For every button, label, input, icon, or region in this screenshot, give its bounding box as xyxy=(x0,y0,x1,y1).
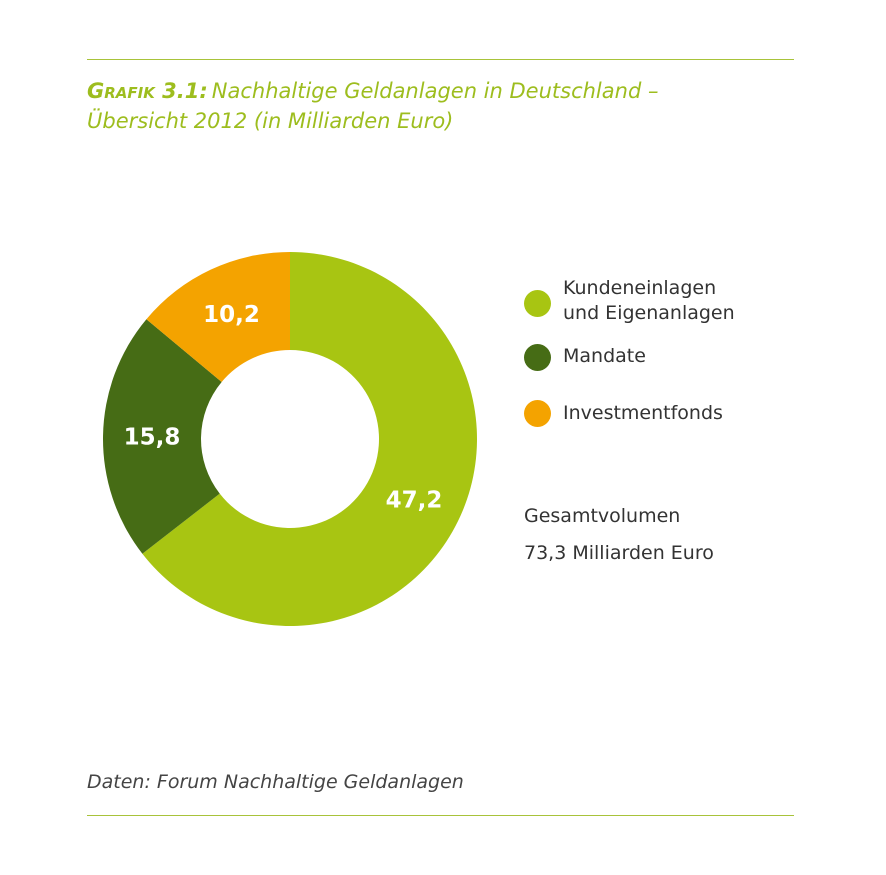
donut-slice-investmentfonds xyxy=(146,252,290,382)
total-volume-value: 73,3 Milliarden Euro xyxy=(524,542,714,564)
chart-title: Grafik 3.1: Nachhaltige Geldanlagen in De… xyxy=(87,76,787,136)
donut-slice-mandate xyxy=(103,319,222,554)
legend-swatch xyxy=(524,290,551,317)
legend-swatch xyxy=(524,400,551,427)
legend-label: Mandate xyxy=(563,345,646,367)
bottom-rule xyxy=(87,815,794,816)
source-note: Daten: Forum Nachhaltige Geldanlagen xyxy=(87,771,464,793)
title-line-2: Übersicht 2012 (in Milliarden Euro) xyxy=(87,109,454,133)
legend-swatch xyxy=(524,344,551,371)
top-rule xyxy=(87,59,794,60)
donut-value-label-investmentfonds: 10,2 xyxy=(203,302,260,328)
legend-label: Kundeneinlagen und Eigenanlagen xyxy=(563,277,735,324)
donut-value-label-mandate: 15,8 xyxy=(124,425,181,451)
legend-label: Investmentfonds xyxy=(563,402,723,424)
total-volume-label: Gesamtvolumen xyxy=(524,505,681,527)
title-line-1: Nachhaltige Geldanlagen in Deutschland – xyxy=(211,79,659,103)
donut-slice-kundeneinlagen xyxy=(142,252,477,627)
title-prefix: Grafik 3.1: xyxy=(87,79,208,103)
donut-value-label-kundeneinlagen: 47,2 xyxy=(386,488,443,514)
